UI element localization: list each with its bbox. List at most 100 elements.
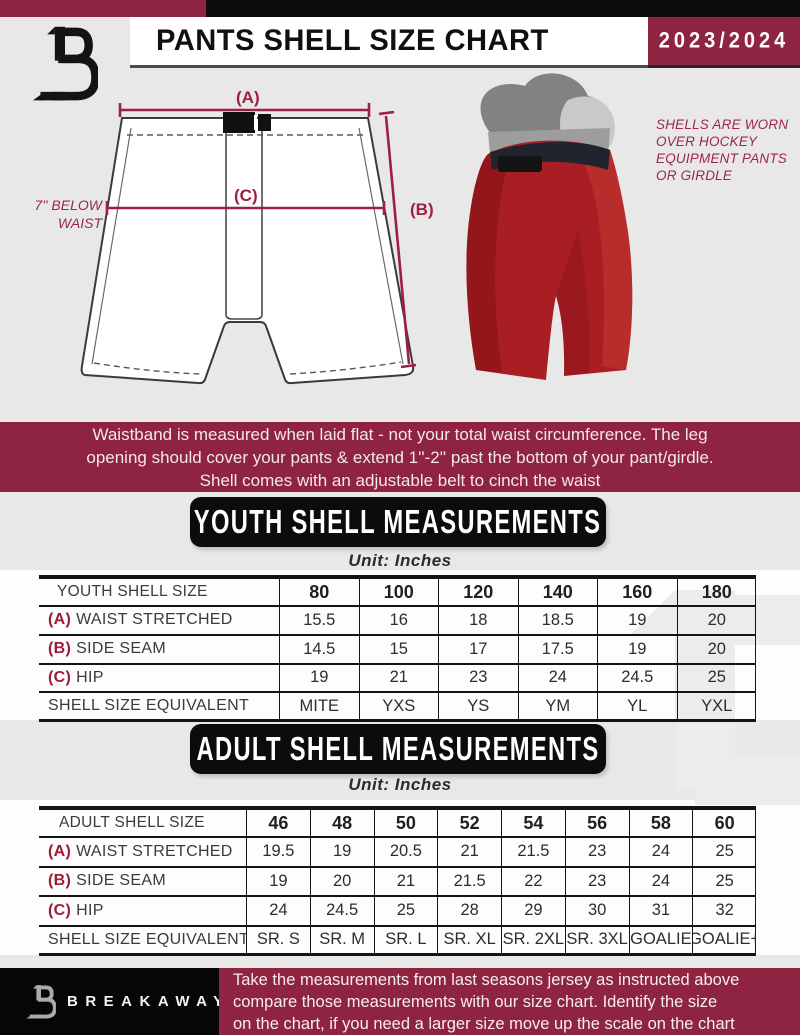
cell: 24 [628, 867, 693, 895]
row-label: (B) SIDE SEAM [48, 640, 166, 658]
youth-unit-label: Unit: Inches [348, 551, 452, 570]
row-prefix: (A) [48, 842, 72, 860]
cell: 21 [437, 838, 501, 866]
cell: 24.5 [597, 664, 677, 692]
column-header: 80 [279, 579, 359, 605]
hem-stitch [93, 361, 402, 375]
cell: 20 [309, 867, 374, 895]
diagram-label-c: (C) [234, 186, 258, 205]
cell: 24 [517, 664, 598, 692]
fly-panel [225, 118, 263, 320]
cell: 24 [246, 897, 310, 925]
cell: 16 [358, 607, 439, 634]
table-row: (B) SIDE SEAM 14.5 15 17 17.5 19 20 [39, 635, 757, 665]
adult-section-banner: ADULT SHELL MEASUREMENTS [190, 724, 606, 774]
cell: 22 [501, 867, 565, 895]
footer-brand-block: BREAKAWAY [0, 968, 223, 1035]
cell: 19 [246, 867, 310, 895]
red-shell [466, 140, 633, 380]
page-title: PANTS SHELL SIZE CHART [156, 24, 549, 57]
row-label: (C) HIP [48, 901, 104, 919]
column-header: 56 [564, 810, 629, 836]
column-header: 48 [309, 810, 374, 836]
measurement-info-banner: Waistband is measured when laid flat - n… [0, 422, 800, 492]
table-row: SHELL SIZE EQUIVALENT SR. S SR. M SR. L … [39, 926, 756, 956]
cell: SR. M [309, 926, 374, 953]
cell: 31 [628, 897, 693, 925]
cell: 29 [501, 897, 565, 925]
cell: 25 [692, 867, 756, 895]
table-row: (C) HIP 24 24.5 25 28 29 30 31 32 [39, 897, 755, 927]
cell: 32 [692, 897, 756, 925]
column-header: 120 [438, 579, 518, 605]
cell: 18.5 [517, 607, 598, 634]
table-row: (B) SIDE SEAM 19 20 21 21.5 22 23 24 25 [39, 867, 756, 897]
column-header: 52 [437, 810, 501, 836]
cell: 19.5 [246, 838, 310, 866]
cell: MITE [279, 693, 359, 719]
cell: 19 [597, 635, 677, 663]
column-header: 46 [246, 810, 310, 836]
column-header: 50 [373, 810, 438, 836]
cell: 19 [597, 607, 677, 634]
measure-line-a [118, 103, 371, 117]
cell: YM [517, 693, 598, 719]
cell: YXS [358, 693, 439, 719]
cell: 23 [564, 838, 629, 866]
column-header: 100 [358, 579, 439, 605]
table-header-row: ADULT SHELL SIZE 46 48 50 52 54 56 58 60 [39, 810, 755, 838]
season-label: 2023/2024 [658, 28, 790, 53]
cell: 30 [564, 897, 629, 925]
cell: 21.5 [437, 867, 501, 895]
row-prefix: (B) [48, 872, 72, 890]
season-badge: 2023/2024 [648, 17, 800, 68]
cell: YL [597, 693, 677, 719]
cell: 20 [676, 607, 757, 634]
table-row: (A) WAIST STRETCHED 15.5 16 18 18.5 19 2… [39, 607, 755, 636]
cell: 23 [564, 867, 629, 895]
cell: 17 [438, 635, 518, 663]
adult-size-table: ADULT SHELL SIZE 46 48 50 52 54 56 58 60… [39, 806, 756, 956]
cell: 20 [676, 635, 757, 663]
row-label: (C) HIP [48, 668, 104, 686]
cell: 18 [438, 607, 518, 634]
table-header-row: YOUTH SHELL SIZE 80 100 120 140 160 180 [39, 579, 755, 607]
column-header: 180 [676, 579, 757, 605]
brand-name: BREAKAWAY [67, 993, 231, 1010]
cell: 25 [676, 664, 757, 692]
top-strip [0, 0, 800, 17]
cell: SR. 2XL [501, 926, 565, 953]
table-row: (C) HIP 19 21 23 24 24.5 25 [39, 664, 757, 694]
footer-instructions: Take the measurements from last seasons … [219, 968, 800, 1035]
cell: 25 [692, 838, 756, 866]
top-strip-accent [0, 0, 206, 17]
cell: 21 [358, 664, 439, 692]
cell: GOALIE [628, 926, 693, 953]
side-seam-lines [91, 127, 404, 365]
diagram-label-b: (B) [410, 200, 434, 219]
column-header: 140 [517, 579, 598, 605]
row-prefix: (B) [48, 640, 72, 658]
diagram-label-a: (A) [236, 88, 260, 107]
column-header: YOUTH SHELL SIZE [57, 583, 208, 600]
cell: 15 [358, 635, 439, 663]
shorts-measurement-diagram [80, 103, 417, 385]
shell-usage-note: SHELLS ARE WORN OVER HOCKEY EQUIPMENT PA… [656, 117, 789, 183]
cell: 28 [437, 897, 501, 925]
row-prefix: (C) [48, 668, 72, 686]
row-prefix: (C) [48, 901, 72, 919]
cell: SR. XL [437, 926, 501, 953]
column-header: 60 [692, 810, 756, 836]
cell: 15.5 [279, 607, 359, 634]
cell: GOALIE+ [692, 926, 756, 953]
table-row: SHELL SIZE EQUIVALENT MITE YXS YS YM YL … [39, 693, 755, 722]
waist-note: 7'' BELOW WAIST [34, 197, 102, 231]
cell: 19 [279, 664, 359, 692]
cell: 19 [309, 838, 374, 866]
column-header: 54 [501, 810, 565, 836]
row-label: SHELL SIZE EQUIVALENT [48, 697, 250, 715]
adult-unit-label: Unit: Inches [348, 775, 452, 794]
measure-line-c [105, 201, 386, 215]
cell: 23 [438, 664, 518, 692]
